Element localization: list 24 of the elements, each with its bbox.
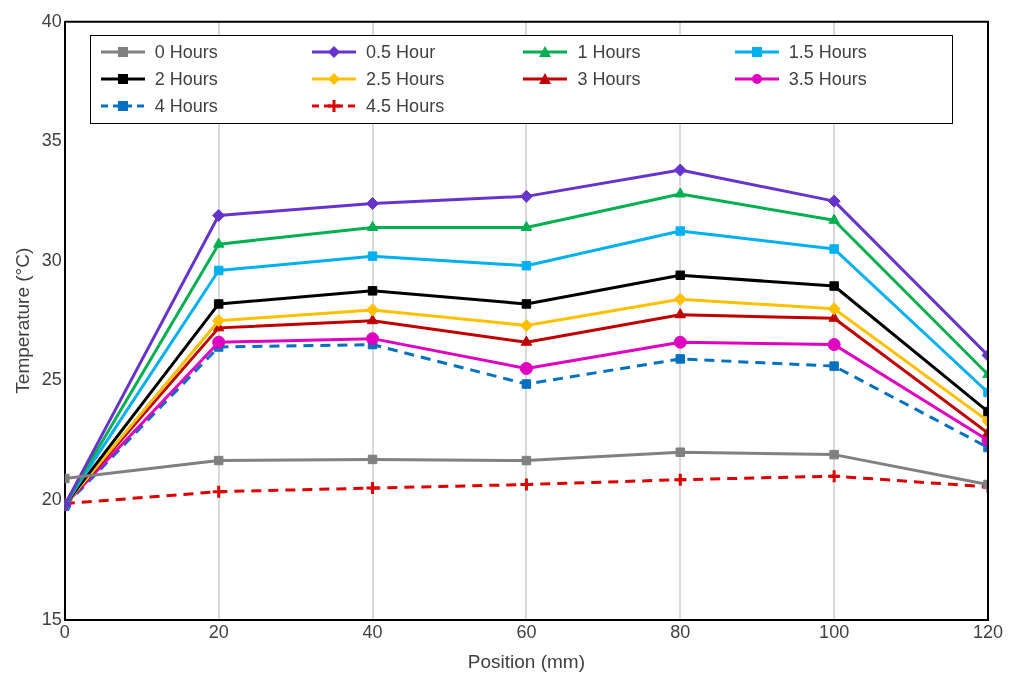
y-tick-label: 15 xyxy=(41,608,62,629)
legend-label: 4 Hours xyxy=(154,95,218,117)
legend-label: 3 Hours xyxy=(577,68,641,90)
x-tick-label: 40 xyxy=(362,622,383,643)
x-tick-label: 20 xyxy=(208,622,229,643)
legend-label: 2.5 Hours xyxy=(366,68,445,90)
x-tick-label: 80 xyxy=(670,622,691,643)
legend-label: 4.5 Hours xyxy=(366,95,445,117)
legend-label: 3.5 Hours xyxy=(788,68,867,90)
legend-label: 1 Hours xyxy=(577,41,641,63)
x-tick-label: 60 xyxy=(516,622,537,643)
y-tick-label: 35 xyxy=(41,130,62,151)
y-tick-label: 25 xyxy=(41,369,62,390)
x-axis-title: Position (mm) xyxy=(467,650,585,672)
y-tick-label: 40 xyxy=(41,10,62,31)
y-tick-label: 20 xyxy=(41,489,62,510)
legend-label: 2 Hours xyxy=(154,68,218,90)
x-tick-label: 120 xyxy=(972,622,1004,643)
legend-label: 0 Hours xyxy=(154,41,218,63)
y-axis-title: Temperature (°C) xyxy=(11,247,33,394)
x-tick-label: 100 xyxy=(819,622,850,643)
legend-label: 0.5 Hour xyxy=(366,41,436,63)
y-tick-label: 30 xyxy=(41,249,62,270)
legend-label: 1.5 Hours xyxy=(788,41,867,63)
